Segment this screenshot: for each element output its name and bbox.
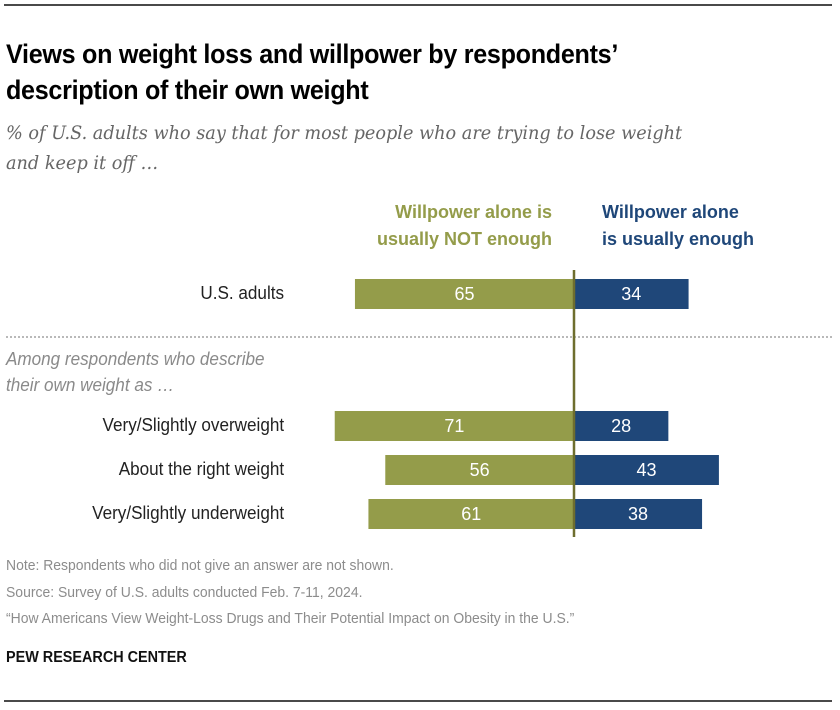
- legend-not-enough-line-2: usually NOT enough: [376, 229, 552, 249]
- pew-logo-text: PEW RESEARCH CENTER: [6, 649, 187, 666]
- footer-report-title: “How Americans View Weight-Loss Drugs an…: [6, 610, 575, 627]
- bar-not-enough-overweight: [334, 411, 574, 441]
- row-label-right-weight: About the right weight: [118, 459, 284, 479]
- row-label-overweight: Very/Slightly overweight: [102, 415, 284, 435]
- bar-not-enough-right-weight: [385, 455, 574, 485]
- bar-enough-overweight: [574, 411, 669, 441]
- group-label: Among respondents who describe their own…: [6, 346, 265, 398]
- data-label-enough-right-weight: 43: [636, 460, 656, 480]
- footer-note: Note: Respondents who did not give an an…: [6, 557, 394, 574]
- data-label-not-enough-us-adults: 65: [454, 284, 474, 304]
- subtitle-line-1: % of U.S. adults who say that for most p…: [6, 122, 683, 144]
- legend-enough: Willpower alone is usually enough: [602, 199, 754, 253]
- bar-enough-right-weight: [574, 455, 719, 485]
- footer-source: Source: Survey of U.S. adults conducted …: [6, 584, 363, 601]
- row-label-underweight: Very/Slightly underweight: [91, 503, 284, 523]
- bar-enough-us-adults: [574, 279, 689, 309]
- data-label-not-enough-underweight: 61: [461, 504, 481, 524]
- legend-enough-line-2: is usually enough: [602, 229, 755, 249]
- group-label-line-1: Among respondents who describe: [6, 349, 265, 369]
- bar-enough-underweight: [574, 499, 703, 529]
- legend-enough-line-1: Willpower alone: [602, 202, 739, 222]
- data-label-enough-overweight: 28: [611, 416, 631, 436]
- bottom-rule: [4, 700, 832, 702]
- legend-not-enough-line-1: Willpower alone is: [395, 202, 552, 222]
- group-divider: [6, 336, 832, 338]
- data-label-not-enough-overweight: 71: [444, 416, 464, 436]
- data-label-not-enough-right-weight: 56: [470, 460, 490, 480]
- top-rule: [4, 4, 832, 6]
- title-line-2: description of their own weight: [6, 75, 369, 105]
- bar-not-enough-underweight: [368, 499, 574, 529]
- row-label-us-adults: U.S. adults: [200, 283, 284, 303]
- title-line-1: Views on weight loss and willpower by re…: [6, 39, 619, 69]
- data-label-enough-underweight: 38: [628, 504, 648, 524]
- legend-not-enough: Willpower alone is usually NOT enough: [377, 199, 552, 253]
- chart-subtitle: % of U.S. adults who say that for most p…: [6, 118, 778, 178]
- subtitle-line-2: and keep it off …: [6, 152, 159, 174]
- bar-not-enough-us-adults: [354, 279, 574, 309]
- chart-title: Views on weight loss and willpower by re…: [6, 36, 769, 108]
- data-label-enough-us-adults: 34: [621, 284, 641, 304]
- group-label-line-2: their own weight as …: [6, 375, 175, 395]
